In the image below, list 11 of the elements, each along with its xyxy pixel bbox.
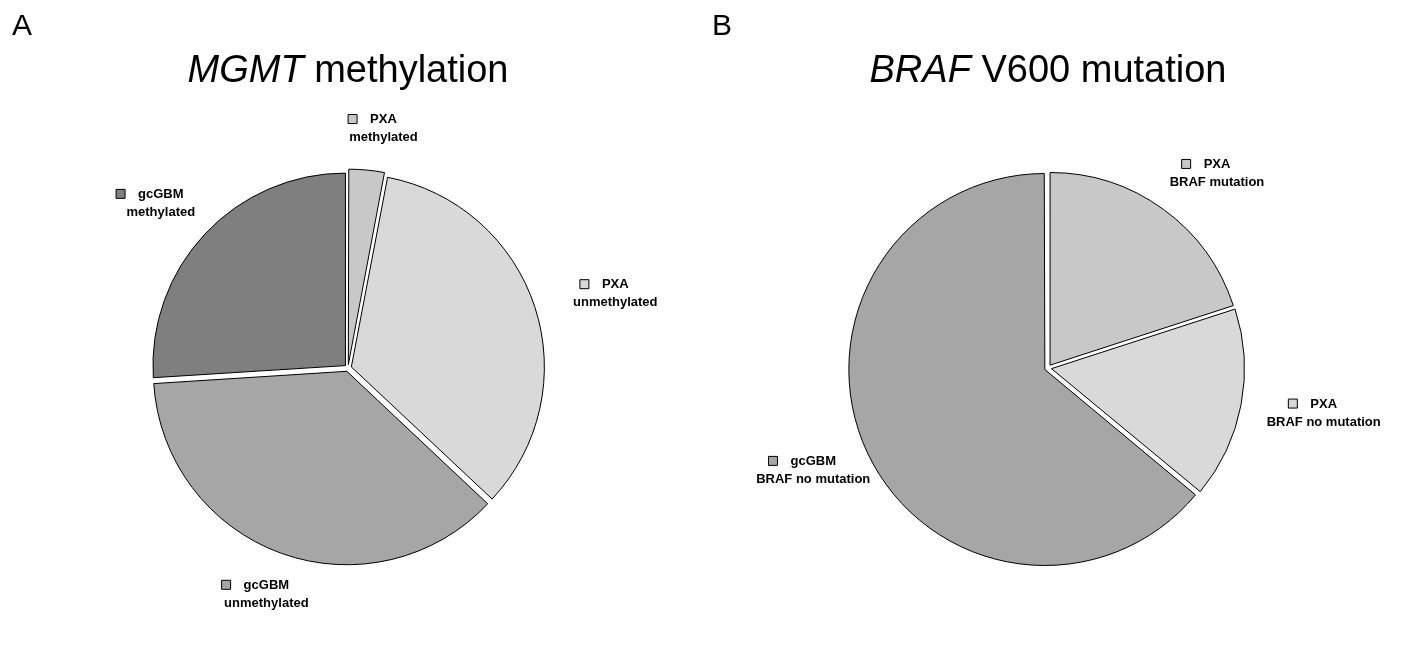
legend-label: gcGBM BRAF no mutation [756,452,871,486]
legend-label: PXA BRAF no mutation [1266,395,1381,429]
legend-label: PXA unmethylated [573,276,658,310]
chart-title: MGMT methylation [186,48,510,91]
legend-label: PXA BRAF mutation [1169,156,1265,190]
legend-label: gcGBM unmethylated [224,576,309,610]
text: A [12,8,33,42]
text: B [712,8,733,42]
legend-label: PXA methylated [349,111,418,145]
legend-label: gcGBM methylated [126,185,196,219]
chart-title: BRAF V600 mutation [868,48,1228,91]
